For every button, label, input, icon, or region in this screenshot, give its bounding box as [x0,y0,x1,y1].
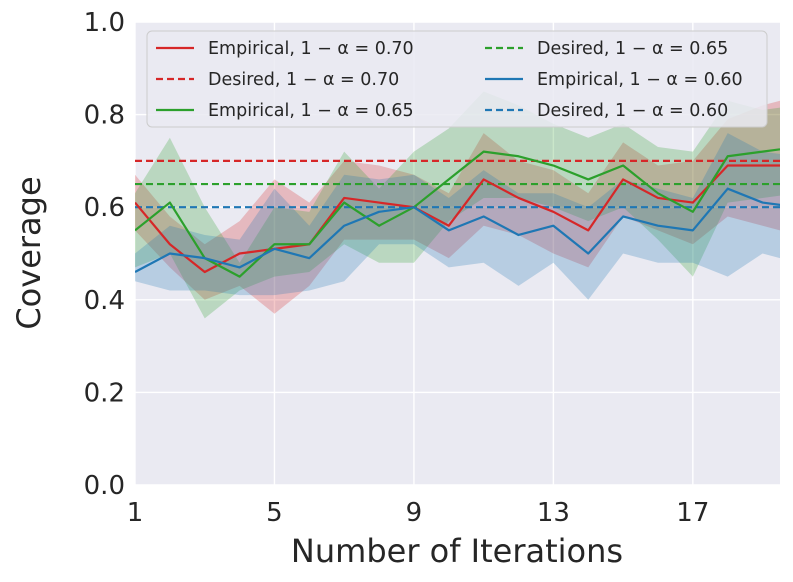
y-tick-labels: 0.0 0.2 0.4 0.6 0.8 1.0 [84,8,125,501]
x-tick-label: 5 [266,498,283,528]
legend-label: Desired, 1 − α = 0.70 [208,70,399,90]
legend-label: Desired, 1 − α = 0.65 [537,39,728,59]
y-tick-label: 0.8 [84,101,125,131]
x-tick-label: 17 [676,498,709,528]
legend-label: Empirical, 1 − α = 0.70 [208,39,414,59]
y-tick-label: 0.6 [84,193,125,223]
y-tick-label: 0.4 [84,286,125,316]
x-tick-label: 13 [537,498,570,528]
legend-label: Empirical, 1 − α = 0.60 [537,70,743,90]
x-tick-label: 1 [127,498,144,528]
legend-box [146,30,768,128]
x-tick-labels: 1 5 9 13 17 [127,498,710,528]
line-empirical-1-0-70 [135,164,780,274]
band-empirical-1-0-60 [135,133,780,300]
legend: Empirical, 1 − α = 0.70 Desired, 1 − α = … [146,30,768,128]
line-empirical-1-0-60 [135,187,780,273]
band-empirical-1-0-65 [135,91,780,319]
series-lines [135,148,780,278]
y-axis-label: Coverage [10,176,48,329]
y-tick-label: 0.2 [84,378,125,408]
line-empirical-1-0-65 [135,148,780,278]
x-axis-label: Number of Iterations [291,532,623,570]
y-tick-label: 0.0 [84,471,125,501]
y-tick-label: 1.0 [84,8,125,38]
x-tick-label: 9 [406,498,423,528]
legend-label: Desired, 1 − α = 0.60 [537,101,728,121]
legend-label: Empirical, 1 − α = 0.65 [208,101,414,121]
